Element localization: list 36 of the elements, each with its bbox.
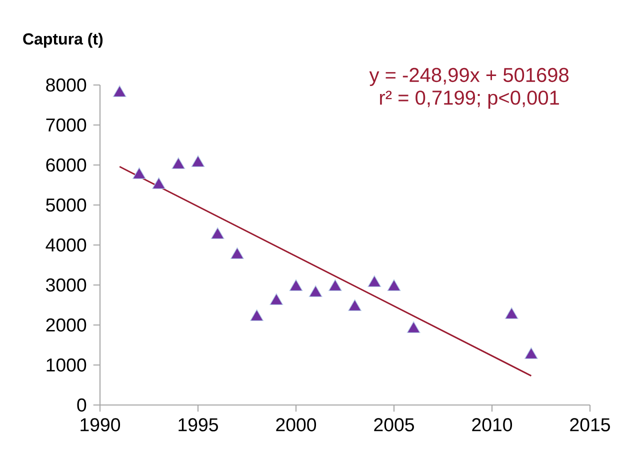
y-tick-label: 3000: [46, 278, 86, 292]
annotation: y = -248,99x + 501698: [369, 68, 568, 86]
point: [270, 293, 284, 305]
x-tick-label: 2005: [374, 418, 414, 432]
x-tick-label: 2000: [276, 418, 316, 432]
y-tick-label: 5000: [46, 198, 86, 212]
point: [387, 279, 401, 291]
y-tick-label: 0: [77, 398, 86, 412]
x-tick-label: 2010: [472, 418, 512, 432]
y-tick-label: 1000: [46, 358, 86, 372]
point: [348, 299, 362, 311]
x-tick-label: 2015: [570, 418, 610, 432]
point: [368, 275, 382, 287]
x-tick-label: 1990: [80, 418, 120, 432]
point: [406, 321, 420, 333]
x-tick-label: 1995: [178, 418, 218, 432]
y-tick-label: 7000: [46, 118, 86, 132]
point: [172, 157, 186, 169]
point: [289, 279, 303, 291]
point: [152, 177, 166, 189]
y-tick-label: 6000: [46, 158, 86, 172]
point: [524, 347, 538, 359]
point: [230, 247, 244, 259]
y-axis-title: Captura (t): [23, 32, 103, 48]
point: [328, 279, 342, 291]
point: [112, 85, 126, 98]
point: [504, 307, 518, 319]
point: [250, 309, 264, 321]
point: [191, 155, 205, 167]
y-tick-label: 4000: [46, 238, 86, 252]
annotation: r² = 0,7199; p<0,001: [380, 90, 559, 109]
y-tick-label: 8000: [46, 78, 86, 92]
point: [132, 167, 146, 179]
point: [308, 285, 322, 297]
point: [210, 227, 224, 239]
y-tick-label: 2000: [46, 318, 86, 332]
